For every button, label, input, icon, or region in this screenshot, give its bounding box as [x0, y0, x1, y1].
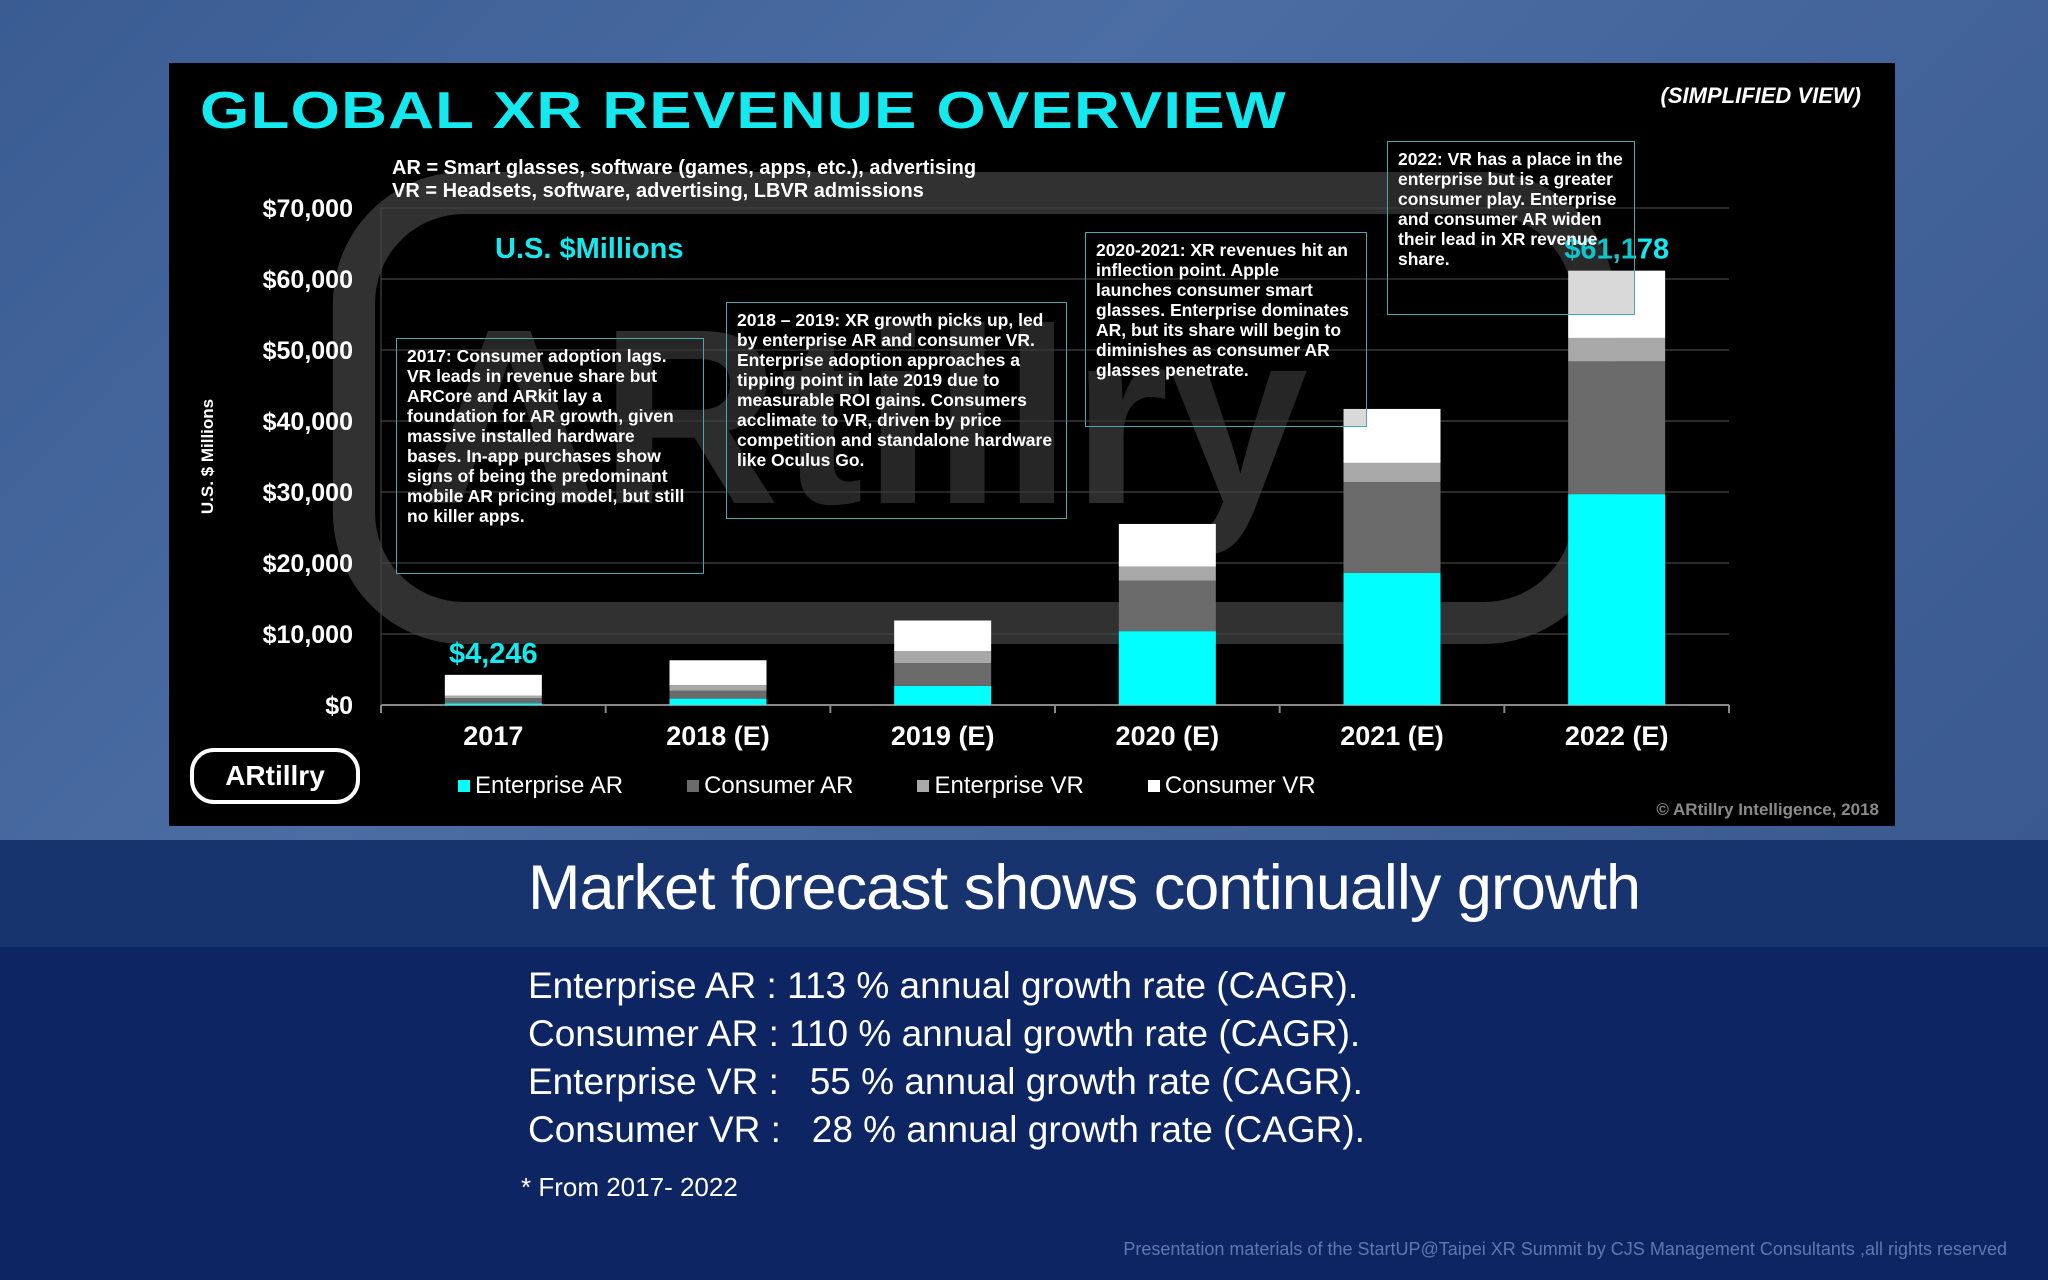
bar-segment [1568, 361, 1666, 495]
bar-segment [1343, 462, 1441, 483]
definition-ar: AR = Smart glasses, software (games, app… [392, 157, 977, 179]
bar-segment [444, 695, 542, 699]
definition-vr: VR = Headsets, software, advertising, LB… [392, 180, 924, 202]
bar-segment [894, 620, 992, 652]
units-label: U.S. $Millions [495, 233, 684, 265]
headline: Market forecast shows continually growth [528, 853, 1641, 923]
growth-consumer-ar: Consumer AR : 110 % annual growth rate (… [528, 1013, 1361, 1054]
bar-segment [669, 660, 767, 686]
legend-enterprise-vr: Enterprise VR [917, 772, 1084, 800]
note-2018-2019: 2018 – 2019: XR growth picks up, led by … [726, 302, 1067, 519]
copyright: © ARtillry Intelligence, 2018 [1656, 800, 1879, 819]
artillry-logo: ARtillry [190, 748, 360, 804]
legend-consumer-ar: Consumer AR [687, 772, 853, 800]
legend-swatch-enterprise-vr [917, 780, 930, 792]
bar-segment [1568, 270, 1666, 338]
x-tick-label: 2022 (E) [1565, 721, 1669, 751]
growth-enterprise-ar: Enterprise AR : 113 % annual growth rate… [528, 965, 1359, 1006]
y-tick-label: $0 [325, 692, 353, 720]
note-2022: 2022: VR has a place in the enterprise b… [1387, 141, 1635, 315]
y-tick-label: $60,000 [263, 266, 353, 294]
x-tick-label: 2019 (E) [891, 721, 995, 751]
bar-segment [444, 674, 542, 696]
y-axis-label: U.S. $ Millions [198, 399, 217, 514]
bar-segment [1343, 572, 1441, 705]
bar-segment [1118, 523, 1216, 567]
y-tick-label: $70,000 [263, 195, 353, 223]
bar-segment [444, 698, 542, 704]
y-tick-label: $10,000 [263, 621, 353, 649]
x-tick-label: 2017 [463, 721, 523, 751]
y-tick-label: $20,000 [263, 550, 353, 578]
y-tick-label: $30,000 [263, 479, 353, 507]
bar-segment [1343, 482, 1441, 573]
bar-segment [444, 703, 542, 705]
bar-segment [894, 685, 992, 705]
bar-segment [1118, 631, 1216, 705]
y-tick-label: $50,000 [263, 337, 353, 365]
growth-enterprise-vr: Enterprise VR : 55 % annual growth rate … [528, 1061, 1363, 1102]
headline-band [0, 840, 2048, 947]
definitions: AR = Smart glasses, software (games, app… [392, 157, 976, 203]
bar-segment [1568, 494, 1666, 705]
legend-enterprise-ar: Enterprise AR [458, 772, 623, 800]
credit-line: Presentation materials of the StartUP@Ta… [1123, 1239, 2007, 1259]
bar-segment [669, 690, 767, 699]
data-label: $61,178 [1564, 234, 1669, 266]
chart-title: GLOBAL XR REVENUE OVERVIEW [200, 82, 1287, 140]
bar-segment [1343, 408, 1441, 463]
legend-label: Consumer VR [1164, 772, 1316, 799]
y-tick-label: $40,000 [263, 408, 353, 436]
growth-consumer-vr: Consumer VR : 28 % annual growth rate (C… [528, 1109, 1365, 1150]
bar-segment [1118, 566, 1216, 581]
bar-segment [669, 698, 767, 705]
background-bottom [0, 947, 2048, 1280]
chart-legend: Enterprise AR Consumer AR Enterprise VR … [458, 772, 1316, 800]
x-tick-label: 2018 (E) [666, 721, 770, 751]
note-2020-2021: 2020-2021: XR revenues hit an inflection… [1085, 232, 1367, 427]
bar-segment [894, 651, 992, 664]
note-2017: 2017: Consumer adoption lags. VR leads i… [396, 338, 704, 574]
bar-segment [669, 685, 767, 691]
svg-text:ARtillry: ARtillry [419, 277, 1308, 556]
legend-swatch-enterprise-ar [458, 780, 470, 792]
legend-label: Enterprise AR [475, 772, 624, 799]
legend-label: Consumer AR [704, 772, 854, 799]
legend-label: Enterprise VR [934, 772, 1084, 799]
bar-segment [1118, 580, 1216, 632]
stacked-bar-chart: U.S. $ Millions $0 $10,000 $20,000 $30,000 $4… [198, 195, 1730, 751]
bar-segment [894, 663, 992, 686]
chart-slide: ARtillry GLOBAL XR REVENUE OVERVIEW (SIM… [169, 63, 1895, 826]
x-tick-label: 2020 (E) [1116, 721, 1220, 751]
growth-list: Enterprise AR : 113 % annual growth rate… [528, 962, 1365, 1154]
legend-consumer-vr: Consumer VR [1147, 772, 1316, 800]
footnote: * From 2017- 2022 [521, 1172, 738, 1202]
data-label: $4,246 [449, 638, 538, 670]
bar-segment [1568, 337, 1666, 362]
x-tick-label: 2021 (E) [1340, 721, 1444, 751]
legend-swatch-consumer-ar [687, 780, 700, 792]
chart-subtitle: (SIMPLIFIED VIEW) [1660, 83, 1861, 108]
legend-swatch-consumer-vr [1147, 780, 1160, 792]
